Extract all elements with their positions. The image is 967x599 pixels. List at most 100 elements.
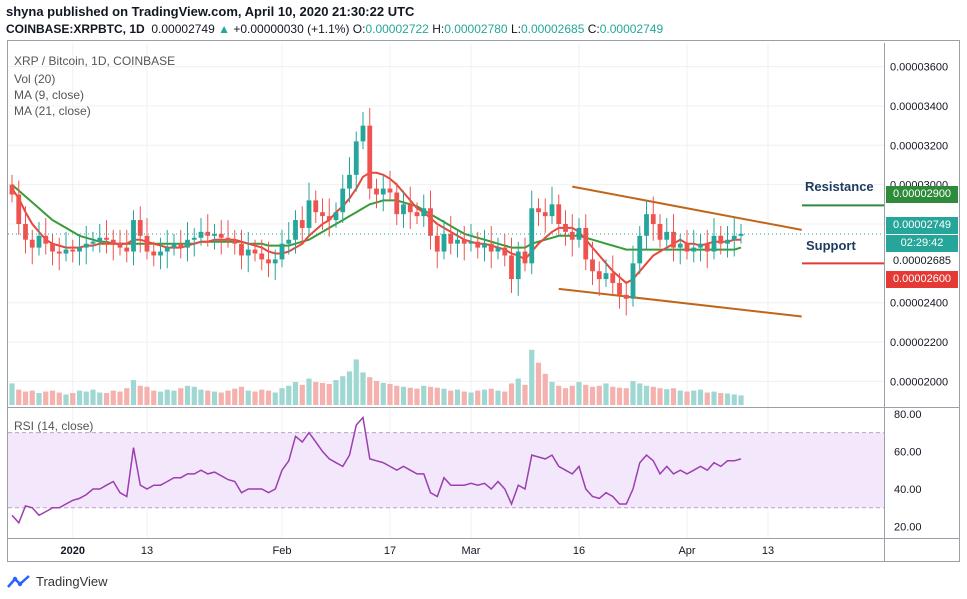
rsi-tick-label: 80.00 bbox=[894, 409, 922, 421]
candle-body bbox=[428, 208, 433, 236]
legend-ma9[interactable]: MA (9, close) bbox=[14, 88, 85, 102]
volume-bar bbox=[569, 385, 575, 405]
candle-body bbox=[313, 200, 319, 213]
volume-bar bbox=[313, 381, 319, 405]
price-chart[interactable]: 0.000036000.000034000.000032000.00003000… bbox=[0, 40, 967, 568]
volume-bar bbox=[340, 376, 346, 405]
price-pane-bg bbox=[8, 43, 884, 407]
volume-bar bbox=[191, 386, 197, 405]
rsi-path bbox=[11, 415, 742, 525]
volume-bar bbox=[245, 390, 251, 405]
volume-bar bbox=[630, 381, 636, 405]
volume-bar bbox=[144, 386, 150, 405]
candle-body bbox=[596, 271, 602, 280]
candle-body bbox=[185, 239, 190, 248]
volume-bar bbox=[265, 390, 272, 405]
rsi-axis[interactable]: 80.00 60.00 40.00 20.00 bbox=[894, 409, 922, 534]
volume-bar bbox=[259, 389, 265, 405]
candle-body bbox=[671, 231, 676, 248]
volume-bar bbox=[454, 389, 461, 405]
change-text: +0.00000030 (+1.1%) bbox=[233, 22, 350, 36]
publisher-line: shyna published on TradingView.com, Apri… bbox=[6, 4, 414, 19]
low-label: L: bbox=[510, 22, 521, 36]
volume-bar bbox=[29, 390, 35, 405]
volume-bar bbox=[542, 373, 548, 405]
candle-body bbox=[590, 259, 595, 272]
candle-body bbox=[70, 249, 76, 252]
candle-body bbox=[738, 233, 744, 236]
volume-bar bbox=[481, 389, 488, 405]
candle-body bbox=[63, 249, 69, 254]
volume-bar bbox=[549, 381, 555, 405]
time-tick-label: 13 bbox=[762, 545, 774, 557]
candle-body bbox=[664, 231, 670, 240]
volume-bar bbox=[387, 383, 393, 405]
volume-bar bbox=[184, 385, 191, 405]
candle-body bbox=[225, 237, 231, 240]
volume-bar bbox=[137, 385, 143, 405]
tradingview-logo[interactable]: TradingView bbox=[7, 574, 108, 589]
candle-body bbox=[556, 204, 562, 224]
candle-body bbox=[731, 235, 737, 240]
volume-bar bbox=[522, 384, 528, 405]
volume-bar bbox=[488, 388, 494, 405]
candle-body bbox=[522, 251, 528, 264]
change-arrow-icon: ▲ bbox=[218, 22, 230, 36]
volume-bar bbox=[353, 359, 359, 405]
legend-ma21[interactable]: MA (21, close) bbox=[14, 104, 91, 118]
resistance-price-tag: 0.00002900 bbox=[886, 186, 958, 203]
volume-bar bbox=[90, 389, 96, 405]
volume-bar bbox=[171, 390, 177, 405]
candle-body bbox=[657, 224, 663, 240]
candle-body bbox=[495, 247, 501, 252]
candle-body bbox=[252, 249, 258, 254]
candle-body bbox=[320, 212, 325, 217]
volume-bar bbox=[562, 388, 569, 405]
volume-bar bbox=[670, 388, 677, 405]
candle-body bbox=[218, 233, 224, 238]
volume-bar bbox=[441, 388, 447, 405]
candle-body bbox=[131, 220, 136, 252]
volume-bar bbox=[664, 389, 670, 405]
candle-body bbox=[367, 125, 373, 189]
candle-body bbox=[23, 224, 28, 240]
candle-body bbox=[279, 243, 285, 260]
candle-body bbox=[434, 235, 440, 252]
time-axis[interactable]: 2020 13 Feb 17 Mar 16 Apr 13 bbox=[61, 545, 775, 557]
candles bbox=[9, 107, 744, 316]
volume-bar bbox=[286, 385, 292, 405]
volume-bar bbox=[130, 380, 137, 405]
candle-body bbox=[677, 243, 683, 248]
volume-bar bbox=[731, 394, 737, 405]
legend-title[interactable]: XRP / Bitcoin, 1D, COINBASE bbox=[14, 54, 176, 68]
volume-bar bbox=[691, 390, 697, 405]
candle-body bbox=[725, 239, 730, 244]
volume-bar bbox=[711, 391, 717, 405]
price-tick-label: 0.00003600 bbox=[890, 62, 948, 74]
volume-bar bbox=[279, 388, 285, 405]
candle-body bbox=[441, 233, 447, 252]
candle-body bbox=[414, 212, 420, 217]
candle-body bbox=[502, 247, 508, 256]
candle-body bbox=[272, 259, 278, 264]
volume-bar bbox=[407, 387, 413, 405]
candle-body bbox=[360, 125, 366, 142]
volume-bar bbox=[319, 382, 326, 405]
volume-bars bbox=[9, 349, 744, 405]
legend-volume[interactable]: Vol (20) bbox=[14, 72, 56, 86]
price-tick-label: 0.00003200 bbox=[890, 140, 948, 152]
volume-bar bbox=[83, 391, 89, 405]
legend-rsi[interactable]: RSI (14, close) bbox=[14, 419, 94, 433]
candle-body bbox=[266, 259, 271, 264]
candle-body bbox=[90, 241, 96, 244]
high-label: H: bbox=[432, 22, 445, 36]
candle-body bbox=[50, 243, 55, 252]
volume-bar bbox=[515, 378, 521, 405]
low-value: 0.00002685 bbox=[520, 22, 585, 36]
candle-body bbox=[515, 251, 521, 280]
candle-body bbox=[164, 247, 170, 252]
volume-bar bbox=[272, 392, 278, 405]
volume-bar bbox=[63, 394, 69, 405]
rsi-tick-label: 40.00 bbox=[894, 484, 922, 496]
support-price-tag: 0.00002600 bbox=[886, 271, 958, 288]
